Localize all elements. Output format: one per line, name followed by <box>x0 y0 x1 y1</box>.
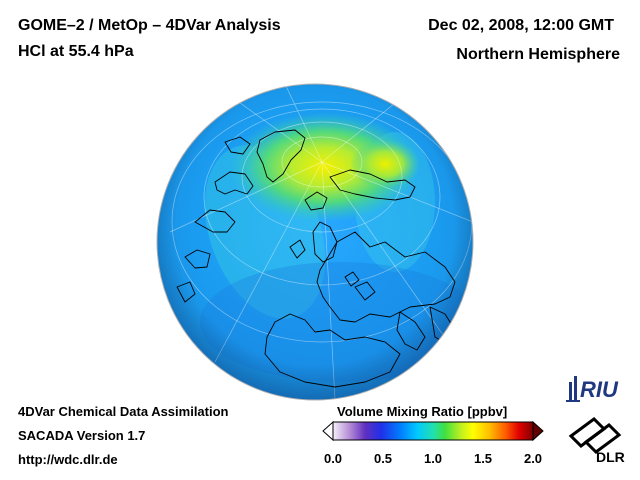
riu-logo-text: RIU <box>580 377 619 402</box>
species-label: HCl at 55.4 hPa <box>18 43 134 60</box>
globe-map <box>156 83 474 401</box>
colorbar-tick-label: 2.0 <box>523 451 543 466</box>
colorbar-title: Volume Mixing Ratio [ppbv] <box>337 404 508 419</box>
colorbar-gradient <box>332 421 534 441</box>
globe-rim <box>156 83 474 401</box>
footer-line-2: SACADA Version 1.7 <box>18 428 146 443</box>
colorbar-tick-label: 0.0 <box>323 451 343 466</box>
globe-shading <box>157 84 473 400</box>
region-label: Northern Hemisphere <box>456 46 620 63</box>
riu-logo: RIU <box>566 376 619 402</box>
colorbar-tick-label: 0.5 <box>373 451 393 466</box>
colorbar-max-arrow <box>532 421 544 441</box>
dlr-logo-text: DLR <box>596 449 625 465</box>
datetime-label: Dec 02, 2008, 12:00 GMT <box>428 17 614 34</box>
footer-line-1: 4DVar Chemical Data Assimilation <box>18 404 229 419</box>
map-title: GOME–2 / MetOp – 4DVar Analysis <box>18 17 281 34</box>
footer-link[interactable]: http://wdc.dlr.de <box>18 452 118 467</box>
colorbar-tick-label: 1.5 <box>473 451 493 466</box>
dlr-logo: DLR <box>568 417 625 465</box>
colorbar <box>322 421 544 441</box>
colorbar-min-arrow <box>322 421 334 441</box>
colorbar-tick-label: 1.0 <box>423 451 443 466</box>
